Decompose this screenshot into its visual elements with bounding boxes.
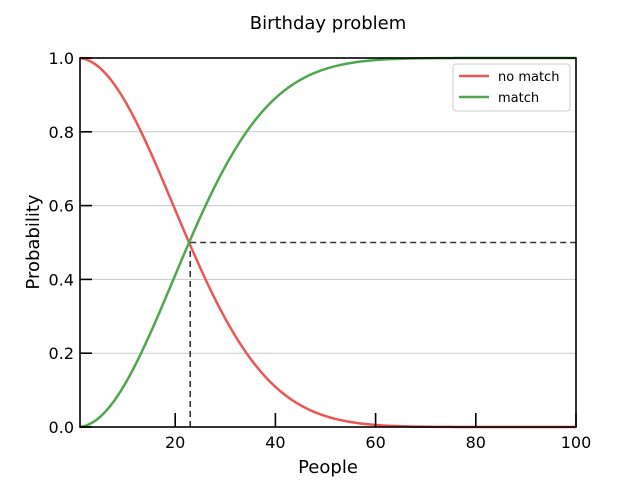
reference-lines bbox=[189, 241, 576, 427]
legend: no match match bbox=[452, 63, 571, 112]
legend-label-no-match: no match bbox=[498, 70, 559, 85]
chart-title: Birthday problem bbox=[250, 13, 407, 34]
x-axis-ticks: 20 40 60 80 100 bbox=[165, 413, 591, 452]
y-tick-label-3: 0.6 bbox=[49, 197, 74, 216]
y-tick-label-1: 0.2 bbox=[49, 344, 74, 363]
x-tick-label-1: 40 bbox=[265, 433, 285, 452]
grid-lines bbox=[80, 131, 576, 354]
y-tick-label-5: 1.0 bbox=[49, 49, 74, 68]
x-tick-label-3: 80 bbox=[466, 433, 486, 452]
x-tick-label-0: 20 bbox=[165, 433, 185, 452]
y-axis-label: Probability bbox=[23, 194, 44, 289]
y-tick-label-0: 0.0 bbox=[49, 418, 74, 437]
y-tick-label-2: 0.4 bbox=[49, 270, 74, 289]
x-tick-label-2: 60 bbox=[365, 433, 385, 452]
x-tick-label-4: 100 bbox=[561, 433, 592, 452]
y-axis-ticks: 0.0 0.2 0.4 0.6 0.8 1.0 bbox=[49, 49, 92, 437]
legend-label-match: match bbox=[498, 91, 539, 106]
plot-frame bbox=[79, 57, 577, 428]
y-tick-label-4: 0.8 bbox=[49, 123, 74, 142]
x-axis-label: People bbox=[298, 457, 358, 478]
